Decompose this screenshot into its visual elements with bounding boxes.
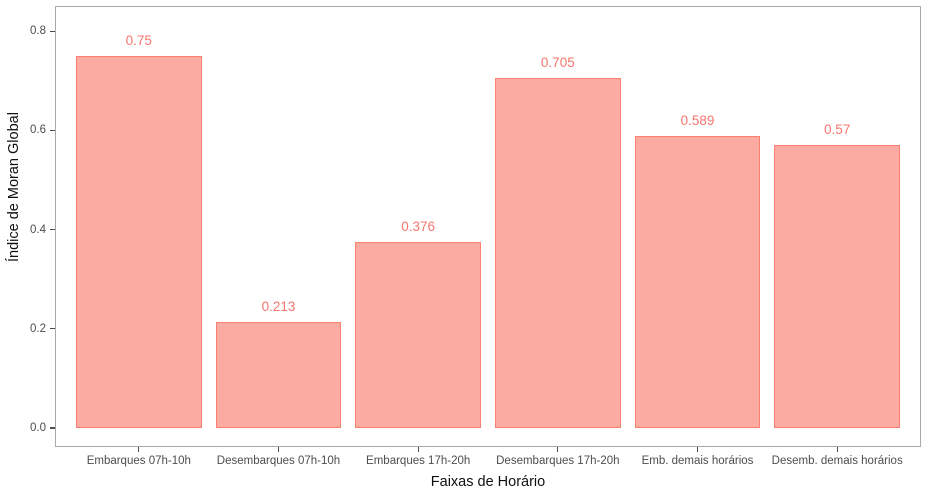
bar-value-label: 0.705: [540, 55, 575, 71]
x-tick-label: Desembarques 07h-10h: [216, 455, 341, 467]
x-tick-mark: [277, 447, 280, 452]
y-tick-label: 0.4: [30, 223, 46, 236]
x-tick-label: Embarques 07h-10h: [86, 455, 191, 467]
x-tick-label: Desembarques 17h-20h: [496, 455, 620, 467]
y-tick-label: 0.8: [30, 25, 46, 38]
bar: [215, 322, 342, 428]
y-axis-title: Índice de Moran Global: [6, 112, 22, 262]
bar: [355, 241, 481, 428]
bar-value-label: 0.57: [824, 122, 851, 138]
x-tick-label: Desemb. demais horários: [771, 455, 903, 467]
bar-value-label: 0.589: [680, 112, 715, 128]
y-tick-mark: [50, 129, 55, 131]
x-tick-mark: [557, 447, 559, 452]
y-tick-mark: [50, 427, 55, 429]
x-tick-label: Emb. demais horários: [641, 455, 754, 467]
bar-value-label: 0.213: [261, 299, 296, 315]
bar: [75, 56, 202, 428]
bar: [774, 145, 901, 428]
y-tick-mark: [50, 229, 55, 231]
bar: [634, 135, 761, 428]
x-axis-title: Faixas de Horário: [430, 474, 546, 490]
x-tick-mark: [417, 447, 419, 452]
y-tick-mark: [50, 328, 55, 330]
x-tick-mark: [696, 447, 699, 452]
bar-value-label: 0.75: [125, 33, 152, 48]
y-tick-label: 0.2: [30, 322, 46, 335]
x-tick-label: Embarques 17h-20h: [366, 455, 471, 467]
bar-value-label: 0.376: [401, 218, 436, 234]
x-tick-mark: [138, 447, 140, 452]
bar: [494, 78, 621, 428]
y-tick-mark: [50, 30, 55, 32]
y-tick-label: 0.0: [30, 422, 46, 434]
x-tick-mark: [836, 447, 838, 452]
y-tick-label: 0.6: [30, 124, 46, 137]
